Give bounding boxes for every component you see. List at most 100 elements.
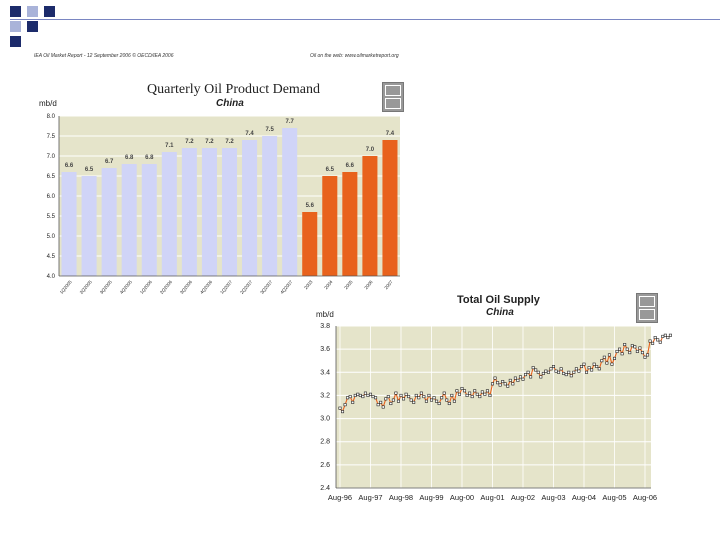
corner-square (27, 21, 38, 32)
chart1-bar (262, 136, 278, 276)
chart2-data-point (661, 334, 665, 338)
chart1-x-tick-label: 2005 (343, 279, 354, 290)
chart2-data-point (605, 361, 609, 365)
chart2-data-point (437, 402, 441, 406)
chart2-data-point (511, 382, 515, 386)
chart2-data-point (379, 400, 383, 404)
chart2-data-point (353, 393, 357, 397)
chart2-data-point (577, 369, 581, 373)
chart2-data-point (371, 395, 375, 399)
chart1-data-label: 6.7 (105, 159, 114, 165)
chart1-data-label: 6.8 (125, 155, 134, 161)
chart1-bar (181, 148, 197, 276)
chart2-data-point (483, 392, 487, 396)
chart2-data-point (424, 399, 428, 403)
chart2-data-point (597, 367, 601, 371)
chart2-data-point (536, 370, 540, 374)
chart2-data-point (440, 396, 444, 400)
chart2-data-point (419, 391, 423, 395)
chart2-data-point (356, 392, 360, 396)
chart1-bar (221, 148, 238, 276)
chart1-y-tick-label: 5.5 (47, 214, 56, 220)
chart1-bar (302, 212, 318, 276)
top-rule (10, 19, 720, 20)
chart2-data-point (595, 364, 599, 368)
chart2-data-point (417, 396, 421, 400)
chart2-x-tick-label: Aug-99 (419, 493, 443, 502)
chart2-data-point (508, 378, 512, 382)
chart1-bar (201, 148, 217, 276)
chart2-data-point (394, 391, 398, 395)
chart2-data-point (473, 389, 477, 393)
report-web: Oil on the web: www.oilmarketreport.org (310, 53, 399, 59)
chart1-data-label: 6.6 (65, 163, 74, 169)
chart1-bar (322, 176, 338, 276)
chart2-data-point (432, 396, 436, 400)
chart2-data-point (559, 367, 563, 371)
chart2-data-point (427, 393, 431, 397)
chart2-data-point (460, 386, 464, 390)
chart2-data-point (666, 336, 670, 340)
chart2-data-point (496, 381, 500, 385)
chart2-data-point (539, 375, 543, 379)
chart2-data-point (625, 347, 629, 351)
chart2-data-point (435, 399, 439, 403)
chart2-data-point (402, 397, 406, 401)
chart1-bar (342, 172, 358, 276)
chart2-data-point (338, 406, 342, 410)
corner-square (27, 6, 38, 17)
chart1-bar (362, 156, 378, 276)
chart2-data-point (346, 396, 350, 400)
chart2-data-point (422, 395, 426, 399)
chart2-data-point (546, 370, 550, 374)
chart2-data-point (501, 380, 505, 384)
chart2-data-point (468, 391, 472, 395)
chart1-y-tick-label: 4.5 (47, 254, 56, 260)
chart2-data-point (399, 393, 403, 397)
corner-square (44, 6, 55, 17)
chart1-data-label: 7.1 (165, 143, 174, 149)
chart2-data-point (562, 371, 566, 375)
chart2-data-point (488, 393, 492, 397)
chart2-data-point (455, 389, 459, 393)
chart2-data-point (485, 389, 489, 393)
chart2-data-point (409, 398, 413, 402)
chart2-data-point (557, 370, 561, 374)
chart2-data-point (640, 351, 644, 355)
chart2-data-point (445, 398, 449, 402)
chart1-data-label: 6.5 (85, 167, 94, 173)
chart2-data-point (668, 333, 672, 337)
chart1-y-tick-label: 6.0 (47, 194, 56, 200)
chart2-y-tick-label: 3.6 (320, 346, 330, 353)
chart2-data-point (386, 395, 390, 399)
chart1-bar (242, 140, 258, 276)
chart1-title: Quarterly Oil Product Demand (147, 82, 321, 97)
chart2-data-point (343, 403, 347, 407)
chart2-data-point (590, 368, 594, 372)
chart2-data-point (391, 398, 395, 402)
chart2-data-point (389, 402, 393, 406)
chart1-subtitle: China (216, 98, 244, 109)
chart2-data-point (623, 343, 627, 347)
chart2-data-point (643, 355, 647, 359)
chart1-y-tick-label: 5.0 (47, 234, 56, 240)
chart2-data-point (429, 398, 433, 402)
chart2-data-point (572, 370, 576, 374)
chart2-data-point (475, 392, 479, 396)
chart2-data-point (524, 373, 528, 377)
chart2-x-tick-label: Aug-02 (511, 493, 535, 502)
chart1-x-tick-label: 2006 (363, 279, 374, 290)
chart1-data-label: 7.2 (225, 139, 234, 145)
chart2-data-point (452, 399, 456, 403)
chart2-data-point (541, 371, 545, 375)
chart1-bar (61, 172, 77, 276)
chart2-data-point (503, 382, 507, 386)
chart2-data-point (585, 370, 589, 374)
chart2-data-point (658, 340, 662, 344)
chart2-x-tick-label: Aug-05 (602, 493, 626, 502)
chart2-y-tick-label: 2.4 (320, 485, 330, 492)
chart1-data-label: 7.7 (286, 119, 295, 125)
chart2-x-tick-label: Aug-97 (358, 493, 382, 502)
chart1-data-label: 7.0 (366, 147, 375, 153)
